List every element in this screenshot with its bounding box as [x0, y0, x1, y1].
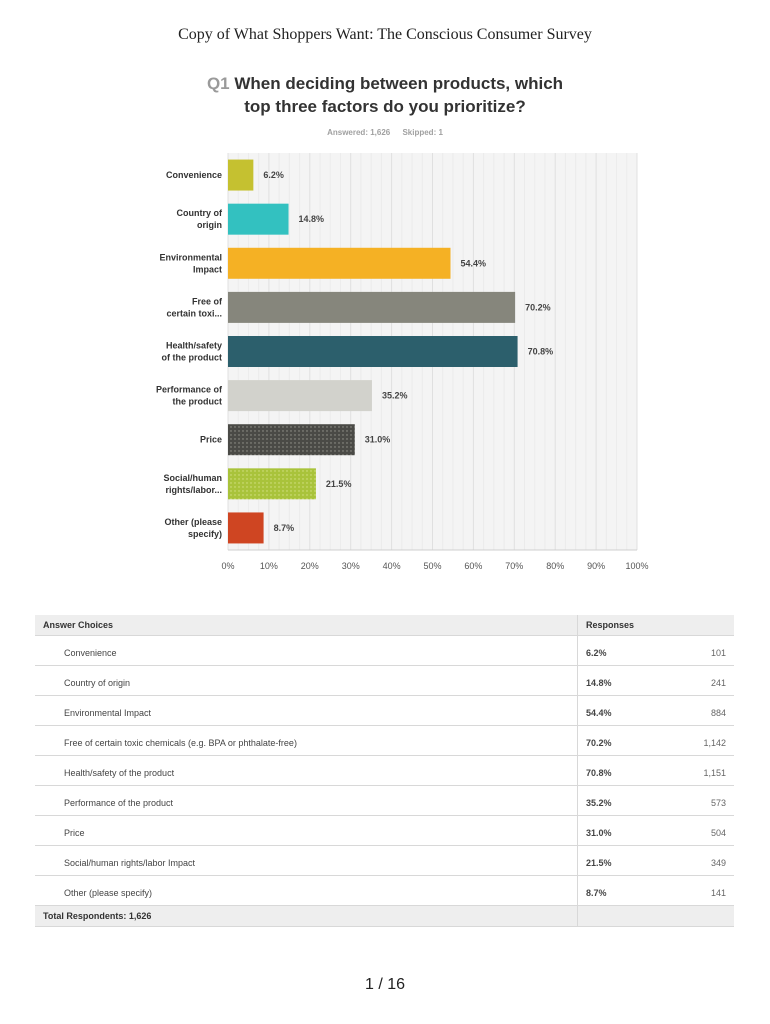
response-percent: 70.8% [577, 755, 656, 786]
question-text-line2: top three factors do you prioritize? [244, 97, 526, 116]
table-row: Performance of the product 35.2% 573 [35, 785, 734, 816]
x-tick-label: 100% [625, 561, 648, 571]
category-label: rights/labor... [165, 485, 222, 495]
response-count: 141 [656, 875, 734, 906]
category-label: Country of [177, 208, 223, 218]
table-row: Country of origin 14.8% 241 [35, 665, 734, 696]
answer-choice: Convenience [35, 635, 578, 666]
bar [228, 291, 516, 323]
x-tick-label: 30% [342, 561, 360, 571]
category-label: Price [200, 435, 222, 445]
question-heading: Q1 When deciding between products, which… [120, 72, 650, 118]
question-text-line1: When deciding between products, which [234, 74, 564, 93]
response-count: 241 [656, 665, 734, 696]
skipped-count: Skipped: 1 [402, 128, 443, 137]
bar [228, 159, 254, 191]
bar [228, 380, 372, 412]
x-tick-label: 40% [383, 561, 401, 571]
bar-value-label: 35.2% [382, 391, 408, 401]
response-percent: 14.8% [577, 665, 656, 696]
category-label: of the product [162, 353, 223, 363]
total-respondents: Total Respondents: 1,626 [35, 905, 578, 927]
bar-value-label: 14.8% [299, 214, 325, 224]
answer-choice: Performance of the product [35, 785, 578, 816]
category-label: Other (please [164, 517, 222, 527]
category-label: the product [173, 397, 223, 407]
question-number: Q1 [206, 74, 230, 93]
x-tick-label: 60% [464, 561, 482, 571]
table-row: Other (please specify) 8.7% 141 [35, 875, 734, 906]
bar-value-label: 21.5% [326, 479, 352, 489]
response-percent: 8.7% [577, 875, 656, 906]
bar [228, 468, 316, 500]
category-label: specify) [188, 529, 222, 539]
table-row: Social/human rights/labor Impact 21.5% 349 [35, 845, 734, 876]
response-count: 884 [656, 695, 734, 726]
category-label: Performance of [156, 385, 223, 395]
response-count: 349 [656, 845, 734, 876]
x-tick-label: 90% [587, 561, 605, 571]
response-percent: 31.0% [577, 815, 656, 846]
answer-choice: Free of certain toxic chemicals (e.g. BP… [35, 725, 578, 756]
category-label: origin [197, 220, 222, 230]
table-row: Convenience 6.2% 101 [35, 635, 734, 666]
document-title: Copy of What Shoppers Want: The Consciou… [178, 26, 592, 43]
x-tick-label: 10% [260, 561, 278, 571]
page-indicator: 1 / 16 [364, 976, 406, 993]
bar [228, 247, 451, 279]
category-label: Impact [193, 264, 222, 274]
bar-value-label: 70.8% [528, 347, 554, 357]
response-percent: 35.2% [577, 785, 656, 816]
category-label: Convenience [166, 170, 222, 180]
x-tick-label: 80% [546, 561, 564, 571]
total-empty [577, 905, 734, 927]
x-tick-label: 70% [505, 561, 523, 571]
category-label: Environmental [159, 252, 222, 262]
bar-value-label: 31.0% [365, 435, 391, 445]
category-label: certain toxi... [166, 308, 222, 318]
response-count: 573 [656, 785, 734, 816]
bar-value-label: 70.2% [525, 302, 551, 312]
x-tick-label: 0% [221, 561, 234, 571]
x-tick-label: 50% [423, 561, 441, 571]
answer-choice: Social/human rights/labor Impact [35, 845, 578, 876]
answer-choice: Country of origin [35, 665, 578, 696]
bar [228, 336, 518, 367]
response-percent: 70.2% [577, 725, 656, 756]
answered-skipped: Answered: 1,626 Skipped: 1 [0, 128, 770, 137]
header-responses: Responses [577, 615, 734, 636]
table-row: Environmental Impact 54.4% 884 [35, 695, 734, 726]
responses-table: Answer Choices Responses Convenience 6.2%… [35, 615, 734, 927]
response-count: 1,142 [656, 725, 734, 756]
table-row: Health/safety of the product 70.8% 1,151 [35, 755, 734, 786]
response-count: 101 [656, 635, 734, 666]
response-percent: 6.2% [577, 635, 656, 666]
answered-count: Answered: 1,626 [327, 128, 391, 137]
header-answer-choices: Answer Choices [35, 615, 578, 636]
table-row: Price 31.0% 504 [35, 815, 734, 846]
bar-chart: 6.2% Convenience 14.8% Country of origin 54.4… [156, 153, 649, 571]
bar-value-label: 8.7% [274, 523, 295, 533]
x-tick-label: 20% [301, 561, 319, 571]
category-label: Social/human [163, 473, 222, 483]
category-label: Health/safety [166, 341, 222, 351]
bar-value-label: 6.2% [263, 170, 284, 180]
response-percent: 21.5% [577, 845, 656, 876]
answer-choice: Price [35, 815, 578, 846]
bar [228, 424, 355, 456]
response-count: 504 [656, 815, 734, 846]
response-percent: 54.4% [577, 695, 656, 726]
bar [228, 512, 264, 544]
category-label: Free of [192, 296, 223, 306]
answer-choice: Other (please specify) [35, 875, 578, 906]
bar-value-label: 54.4% [460, 258, 486, 268]
answer-choice: Health/safety of the product [35, 755, 578, 786]
bar [228, 203, 289, 235]
table-row: Free of certain toxic chemicals (e.g. BP… [35, 725, 734, 756]
answer-choice: Environmental Impact [35, 695, 578, 726]
response-count: 1,151 [656, 755, 734, 786]
